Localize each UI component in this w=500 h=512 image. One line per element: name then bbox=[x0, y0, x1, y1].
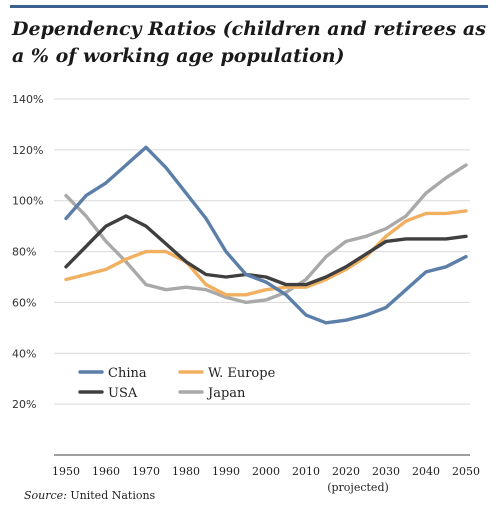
x-tick-label-1990: 1990 bbox=[212, 465, 240, 478]
series-line-china bbox=[64, 145, 468, 325]
x-tick-label-2040: 2040 bbox=[412, 465, 440, 478]
chart-title: Dependency Ratios (children and retirees… bbox=[12, 18, 486, 67]
series-lines bbox=[64, 145, 468, 325]
y-axis-ticks: 20% 40% 60% 80% 100% 120% 140% bbox=[12, 93, 43, 411]
x-tick-label-2050: 2050 bbox=[452, 465, 480, 478]
series-line-w-europe bbox=[64, 209, 468, 297]
y-tick-label-20: 20% bbox=[12, 398, 36, 411]
gridlines bbox=[54, 98, 470, 405]
legend-label-china: China bbox=[108, 366, 147, 381]
x-tick-label-2020: 2020 bbox=[332, 465, 360, 478]
top-rule bbox=[10, 5, 488, 8]
x-axis-annotation: (projected) bbox=[327, 481, 389, 494]
x-tick-label-1960: 1960 bbox=[92, 465, 120, 478]
y-tick-label-80: 80% bbox=[12, 246, 36, 259]
x-tick-label-2000: 2000 bbox=[252, 465, 280, 478]
x-tick-label-1980: 1980 bbox=[172, 465, 200, 478]
source-text: United Nations bbox=[70, 489, 156, 502]
y-tick-label-40: 40% bbox=[12, 347, 36, 360]
y-tick-label-120: 120% bbox=[12, 144, 43, 157]
series-line-japan bbox=[64, 163, 468, 305]
legend-label-usa: USA bbox=[108, 386, 138, 401]
x-axis-ticks: 1950 1960 1970 1980 1990 2000 2010 2020 2030 2040… bbox=[52, 465, 480, 494]
y-tick-label-140: 140% bbox=[12, 93, 43, 106]
x-tick-label-1970: 1970 bbox=[132, 465, 160, 478]
y-tick-label-100: 100% bbox=[12, 195, 43, 208]
source-note: Source: United Nations bbox=[24, 489, 155, 502]
x-tick-label-2030: 2030 bbox=[372, 465, 400, 478]
legend-label-w-europe: W. Europe bbox=[208, 366, 276, 381]
x-tick-label-2010: 2010 bbox=[292, 465, 320, 478]
legend-label-japan: Japan bbox=[206, 386, 246, 401]
source-label: Source: bbox=[24, 489, 67, 502]
legend: China W. Europe USA Japan bbox=[78, 366, 276, 401]
series-line-usa bbox=[64, 214, 468, 287]
x-tick-label-1950: 1950 bbox=[52, 465, 80, 478]
y-tick-label-60: 60% bbox=[12, 296, 36, 309]
